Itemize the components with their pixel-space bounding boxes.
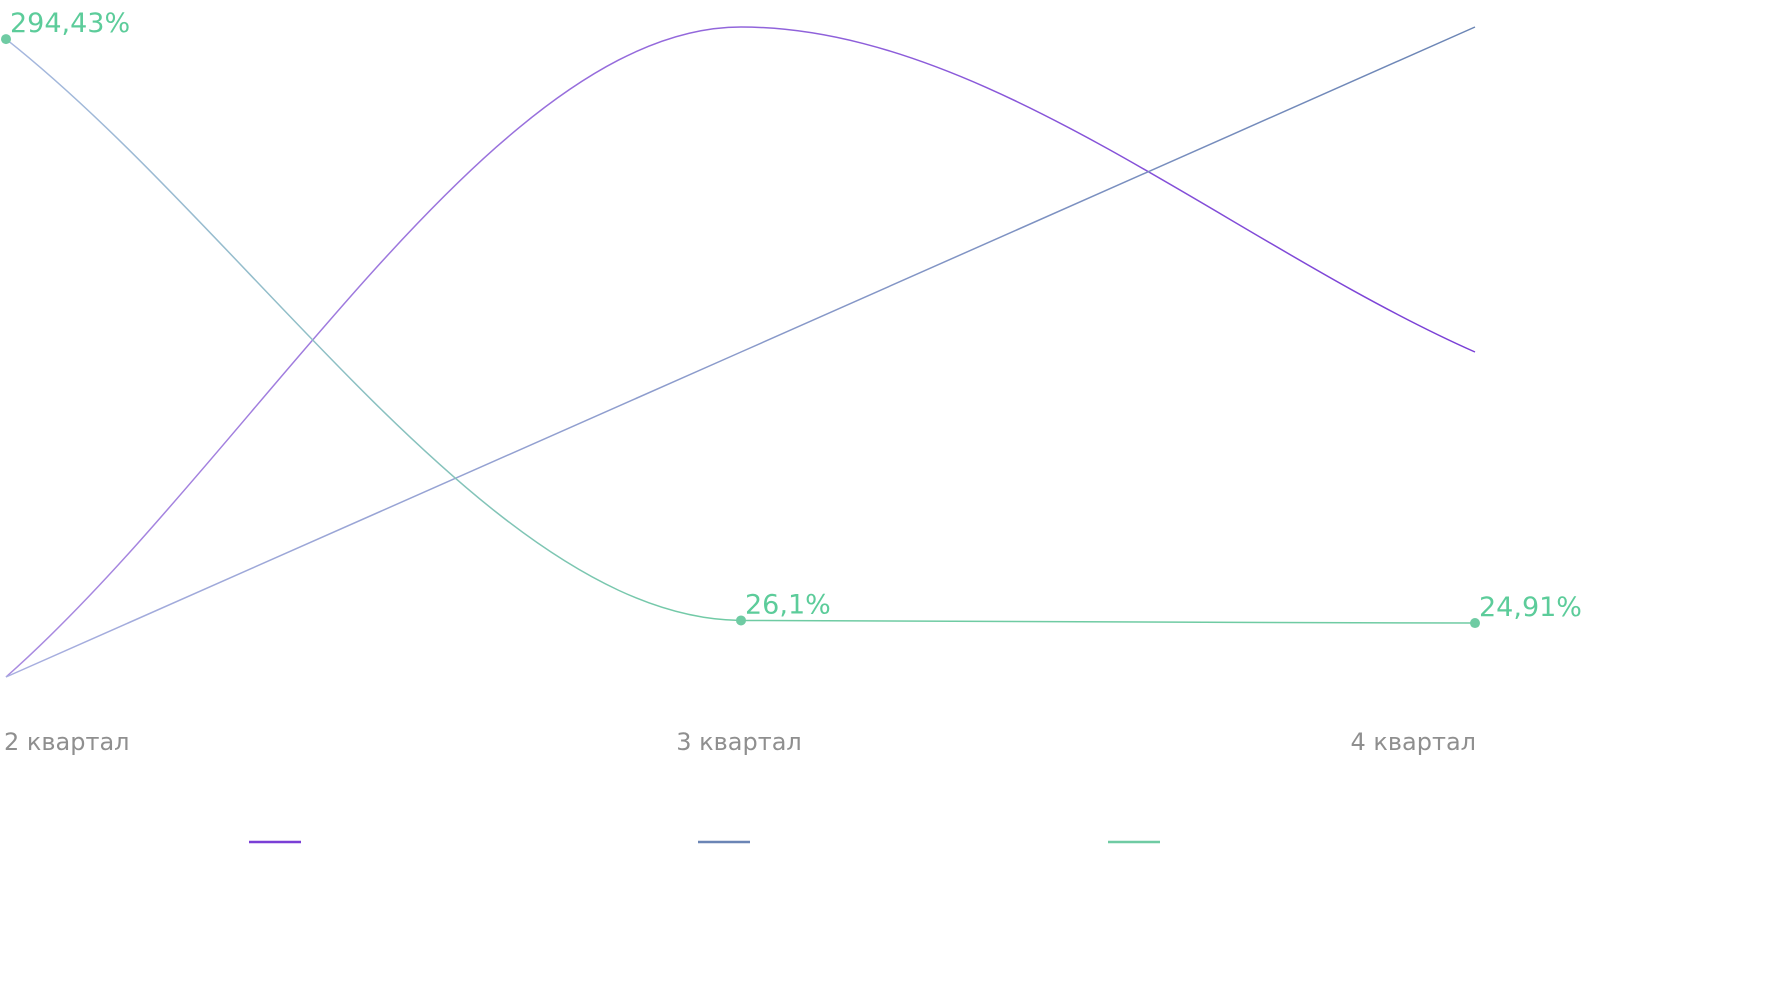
- series-3-point-3[interactable]: [1470, 618, 1480, 629]
- series-3-data-label-1: 294,43%: [10, 8, 130, 39]
- series-1-line: [5, 26, 1476, 678]
- series-3-data-label-3: 24,91%: [1479, 592, 1582, 623]
- x-axis-ticks: 2 квартал 3 квартал 4 квартал: [4, 728, 1476, 756]
- points-layer: [1, 34, 1480, 629]
- x-tick-label-1: 2 квартал: [4, 728, 130, 756]
- series-3-point-2[interactable]: [736, 615, 746, 626]
- series-3-line: [5, 38, 1476, 624]
- x-tick-label-2: 3 квартал: [676, 728, 802, 756]
- labels-layer: 294,43% 26,1% 24,91%: [10, 8, 1582, 623]
- series-3-point-1[interactable]: [1, 34, 11, 45]
- series-2-line: [5, 26, 1476, 678]
- x-tick-label-3: 4 квартал: [1350, 728, 1476, 756]
- series-layer: [5, 26, 1476, 678]
- series-3-data-label-2: 26,1%: [745, 589, 831, 620]
